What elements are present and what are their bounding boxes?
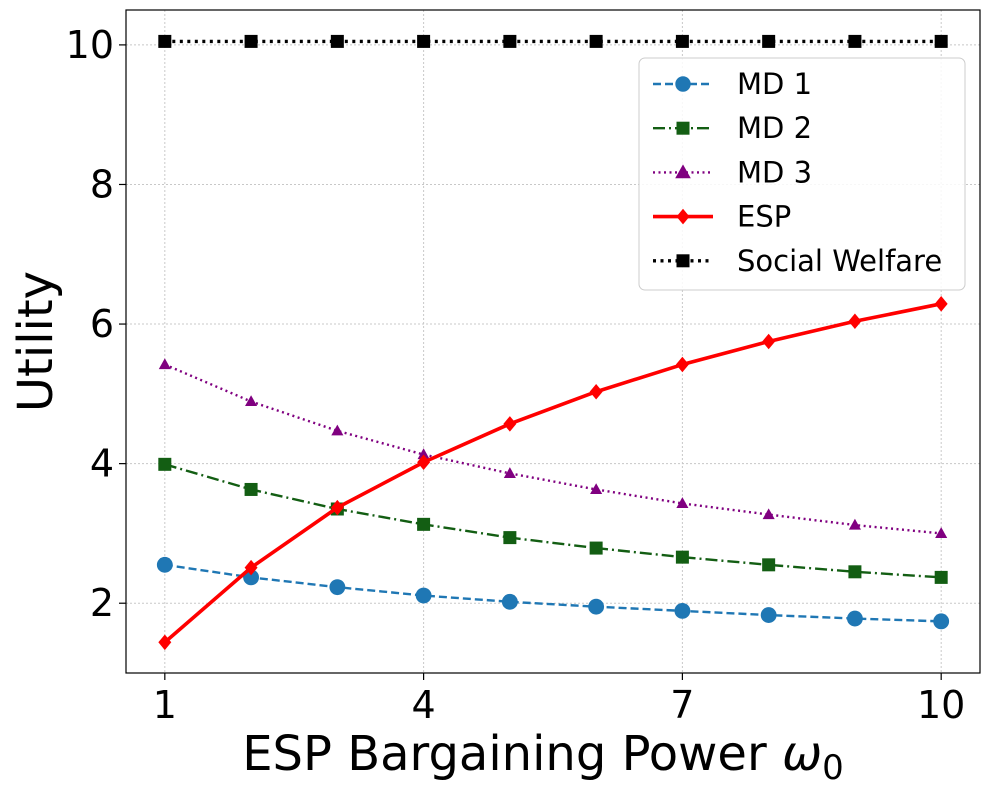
data-point xyxy=(329,579,346,596)
data-point xyxy=(848,313,862,330)
data-point xyxy=(503,531,517,545)
data-point xyxy=(675,356,689,373)
series-social-welfare xyxy=(158,34,948,48)
legend-item: MD 3 xyxy=(653,155,812,189)
data-point xyxy=(762,333,776,350)
series-line xyxy=(164,563,942,623)
data-point xyxy=(503,34,517,48)
series-md-1 xyxy=(156,556,950,630)
y-tick-label: 4 xyxy=(90,442,114,486)
data-point xyxy=(676,121,690,135)
legend-item: ESP xyxy=(653,200,791,234)
data-point xyxy=(245,395,258,407)
data-point xyxy=(675,550,689,564)
data-point xyxy=(158,634,172,651)
x-axis-title-text: ESP Bargaining Power xyxy=(242,726,782,782)
data-point xyxy=(674,602,691,619)
data-point xyxy=(848,565,862,579)
data-point xyxy=(158,457,172,471)
legend-item: MD 2 xyxy=(653,111,812,145)
data-point xyxy=(588,598,605,615)
data-point xyxy=(244,34,258,48)
data-point xyxy=(762,558,776,572)
x-tick-label: 7 xyxy=(670,683,694,727)
data-point xyxy=(934,296,948,312)
data-point xyxy=(330,34,344,48)
data-point xyxy=(417,34,431,48)
data-point xyxy=(934,34,948,48)
data-point xyxy=(501,593,518,610)
series-line xyxy=(164,463,942,579)
series-lines xyxy=(156,34,950,651)
legend-label: MD 2 xyxy=(737,111,812,145)
legend-label: MD 1 xyxy=(737,67,812,101)
data-point xyxy=(589,34,603,48)
data-point xyxy=(415,587,432,604)
data-point xyxy=(417,448,430,460)
series-md-2 xyxy=(158,457,948,584)
data-point xyxy=(589,541,603,555)
data-point xyxy=(590,483,603,494)
series-esp xyxy=(158,296,948,651)
legend-label: Social Welfare xyxy=(737,244,942,278)
data-point xyxy=(846,610,863,627)
legend-item: MD 1 xyxy=(653,67,812,101)
legend-label: MD 3 xyxy=(737,155,812,189)
x-tick-label: 10 xyxy=(917,683,965,727)
data-point xyxy=(675,34,689,48)
data-point xyxy=(762,508,775,520)
data-point xyxy=(417,454,431,471)
series-line xyxy=(163,302,942,644)
y-axis-title: Utility xyxy=(8,271,64,412)
data-point xyxy=(417,517,431,531)
data-point xyxy=(935,527,948,538)
data-point xyxy=(934,570,948,584)
legend-label: ESP xyxy=(737,200,791,234)
x-tick-label: 1 xyxy=(153,683,177,727)
plot-frame xyxy=(125,9,981,674)
y-tick-label: 2 xyxy=(90,581,114,625)
x-axis-title: ESP Bargaining Power ω0 xyxy=(242,726,844,788)
x-tick-label: 4 xyxy=(412,683,436,727)
data-point xyxy=(848,34,862,48)
data-point xyxy=(158,358,171,370)
y-tick-label: 8 xyxy=(90,162,114,206)
data-point xyxy=(331,424,344,436)
data-point xyxy=(676,497,689,508)
series-line xyxy=(164,363,942,535)
data-point xyxy=(675,76,691,92)
data-point xyxy=(589,383,603,400)
data-point xyxy=(760,607,777,623)
data-point xyxy=(244,559,258,576)
data-point xyxy=(503,416,517,432)
data-point xyxy=(158,34,172,48)
data-point xyxy=(244,482,258,496)
data-point xyxy=(156,556,173,573)
data-point xyxy=(503,467,516,478)
legend-item: Social Welfare xyxy=(653,244,942,278)
y-tick-label: 6 xyxy=(90,302,114,346)
x-axis-title-symbol: ω xyxy=(782,726,822,782)
y-tick-label: 10 xyxy=(66,23,114,67)
data-point xyxy=(676,208,690,225)
data-point xyxy=(675,164,691,179)
data-point xyxy=(762,34,776,48)
x-axis-title-subscript: 0 xyxy=(822,748,844,788)
data-point xyxy=(243,569,260,586)
legend: MD 1 MD 2 MD 3 ESP Social Welfare xyxy=(638,57,966,291)
data-point xyxy=(848,518,861,530)
data-point xyxy=(330,499,344,516)
legend-box xyxy=(638,57,966,291)
data-point xyxy=(676,254,690,268)
axis-ticks: 1 4 7 10 2 4 6 8 10 xyxy=(66,23,966,727)
data-point xyxy=(933,613,950,630)
series-md-3 xyxy=(158,358,948,538)
